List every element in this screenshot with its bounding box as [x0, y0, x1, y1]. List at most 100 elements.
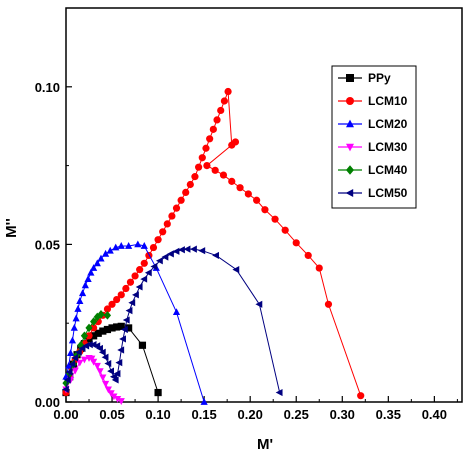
legend-marker-lcm50 [345, 189, 354, 197]
legend-item-lcm40: LCM40 [338, 163, 408, 177]
data-point-lcm10 [236, 184, 244, 192]
data-point-lcm10 [177, 196, 185, 204]
data-point-lcm10 [117, 291, 125, 299]
data-point-lcm10 [261, 206, 269, 214]
data-point-lcm10 [206, 135, 214, 143]
data-point-lcm10 [219, 171, 228, 179]
x-tick-label: 0.40 [422, 407, 447, 422]
y-axis-title: M'' [3, 218, 20, 238]
data-point-ppy [113, 323, 121, 331]
data-point-lcm50 [212, 251, 219, 260]
data-point-lcm50 [128, 299, 136, 307]
y-tick-label: 0.05 [35, 237, 60, 252]
data-point-lcm50 [63, 376, 71, 384]
legend-item-lcm10: LCM10 [338, 94, 408, 108]
data-point-lcm10 [228, 177, 236, 185]
data-point-lcm50 [155, 257, 163, 265]
legend-marker-ppy [346, 74, 354, 82]
x-tick-label: 0.15 [191, 407, 216, 422]
data-point-lcm40 [90, 317, 98, 326]
legend-label-lcm30: LCM30 [368, 140, 408, 154]
data-point-lcm10 [203, 162, 211, 170]
data-point-lcm30 [110, 393, 118, 401]
data-point-lcm10 [85, 332, 93, 340]
x-tick-label: 0.10 [145, 407, 170, 422]
data-point-lcm50 [198, 247, 206, 255]
data-point-lcm10 [209, 125, 217, 133]
data-point-lcm50 [98, 348, 106, 356]
data-point-lcm10 [182, 188, 190, 196]
data-point-lcm20 [70, 323, 78, 331]
legend-label-lcm20: LCM20 [368, 117, 408, 131]
legend-marker-lcm10 [346, 97, 354, 105]
data-point-lcm50 [190, 245, 197, 253]
data-point-lcm10 [172, 204, 181, 212]
data-point-lcm20 [72, 314, 80, 322]
data-point-lcm40 [62, 378, 70, 388]
data-point-lcm10 [224, 87, 232, 96]
data-point-lcm10 [220, 97, 228, 105]
data-point-lcm10 [113, 295, 121, 304]
data-point-lcm10 [140, 259, 148, 267]
data-point-lcm40 [97, 310, 105, 319]
data-point-lcm50 [140, 275, 148, 283]
data-point-lcm50 [85, 341, 93, 349]
data-point-lcm10 [126, 278, 135, 286]
data-point-lcm20 [74, 305, 82, 312]
data-point-lcm20 [65, 361, 73, 369]
legend-marker-lcm40 [346, 165, 354, 175]
series-line-lcm10 [65, 91, 362, 396]
data-point-lcm30 [90, 358, 98, 366]
data-point-lcm30 [102, 380, 110, 388]
data-point-lcm10 [324, 300, 333, 308]
data-point-ppy [117, 322, 125, 330]
data-point-ppy [90, 332, 98, 340]
data-point-lcm50 [135, 283, 143, 291]
data-point-ppy [138, 341, 147, 349]
data-point-lcm20 [200, 398, 208, 405]
data-point-lcm20 [125, 242, 133, 249]
data-point-lcm20 [81, 281, 89, 289]
legend-item-lcm20: LCM20 [338, 117, 408, 131]
data-point-lcm50 [178, 246, 185, 254]
data-point-lcm10 [90, 324, 98, 332]
data-point-lcm50 [117, 346, 125, 354]
data-point-lcm50 [275, 388, 283, 397]
series-lcm10 [62, 87, 365, 400]
x-tick-label: 0.00 [53, 407, 78, 422]
data-point-lcm10 [357, 392, 365, 400]
data-point-lcm10 [213, 116, 221, 124]
data-point-lcm50 [107, 367, 115, 375]
plot-area-border [65, 7, 463, 403]
data-point-lcm20 [140, 242, 148, 249]
data-point-lcm50 [232, 266, 240, 274]
legend-item-lcm30: LCM30 [338, 140, 408, 154]
data-point-lcm30 [96, 368, 104, 376]
data-point-lcm10 [271, 215, 279, 223]
data-point-lcm10 [292, 239, 300, 247]
data-point-lcm50 [144, 269, 152, 277]
data-point-lcm50 [111, 376, 119, 384]
data-point-lcm20 [93, 259, 101, 267]
data-point-lcm10 [195, 163, 203, 171]
data-point-lcm20 [117, 242, 125, 249]
x-axis: 0.00 0.05 0.10 0.15 0.20 0.25 0.30 0.35 0.40 [53, 396, 458, 422]
data-point-lcm20 [106, 246, 114, 254]
data-point-lcm20 [102, 249, 110, 257]
data-point-ppy [125, 324, 133, 332]
data-point-ppy [108, 324, 116, 332]
data-point-lcm10 [211, 166, 219, 174]
data-point-ppy [154, 388, 162, 397]
data-point-lcm50 [71, 354, 79, 362]
data-point-lcm30 [99, 374, 107, 382]
data-point-lcm30 [117, 398, 125, 406]
data-point-lcm10 [191, 173, 199, 181]
data-point-lcm10 [231, 138, 240, 146]
x-tick-label: 0.05 [99, 407, 124, 422]
y-tick-label: 0.00 [35, 395, 60, 410]
data-point-lcm50 [120, 325, 128, 334]
data-point-lcm20 [134, 240, 142, 248]
x-tick-label: 0.30 [330, 407, 355, 422]
data-point-lcm50 [101, 353, 109, 361]
